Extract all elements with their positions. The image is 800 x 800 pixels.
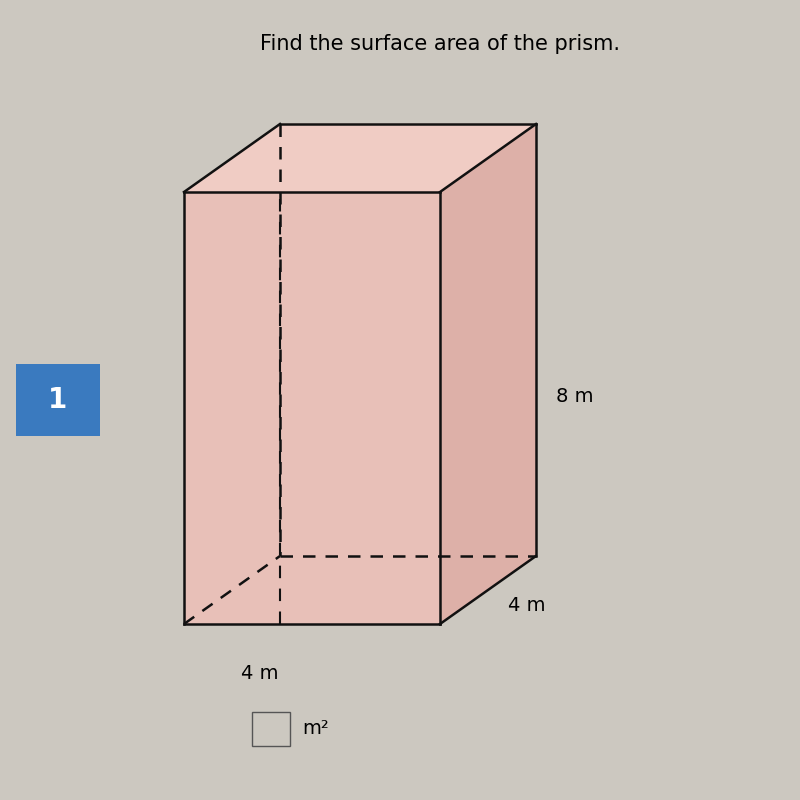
FancyBboxPatch shape (252, 712, 290, 746)
Polygon shape (440, 124, 536, 624)
Polygon shape (184, 192, 440, 624)
Text: m²: m² (302, 719, 329, 738)
Text: 4 m: 4 m (508, 596, 546, 615)
Text: 8 m: 8 m (556, 386, 594, 406)
Text: 4 m: 4 m (242, 664, 278, 683)
Text: Find the surface area of the prism.: Find the surface area of the prism. (260, 34, 620, 54)
Text: 1: 1 (48, 386, 68, 414)
Polygon shape (184, 124, 536, 192)
FancyBboxPatch shape (16, 364, 100, 436)
